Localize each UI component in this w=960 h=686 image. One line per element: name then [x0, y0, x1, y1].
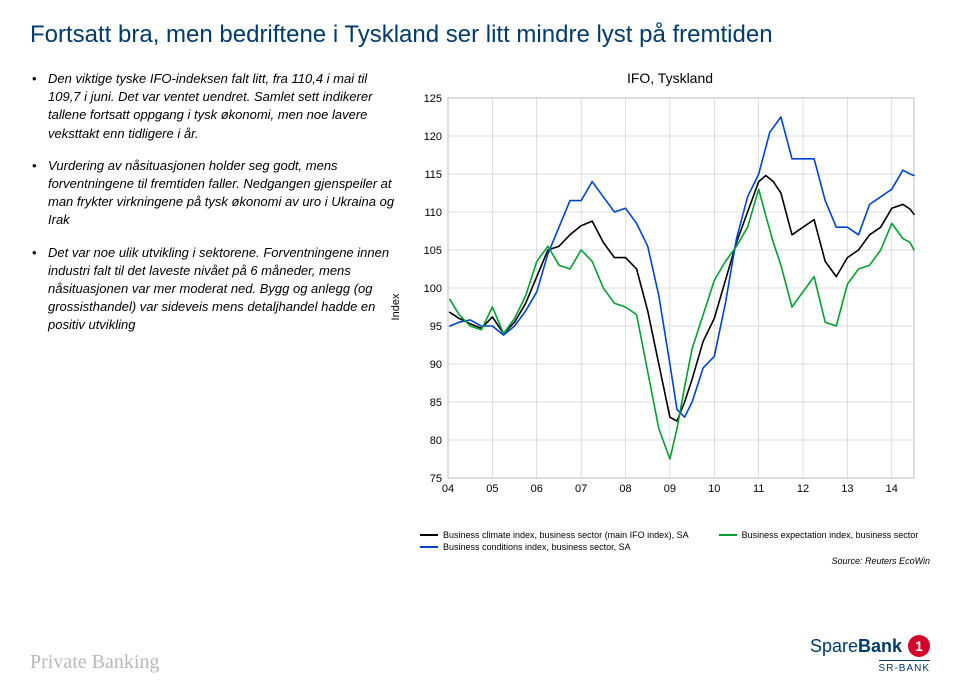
footer-brand-left: Private Banking — [30, 651, 159, 674]
bullet-list: Den viktige tyske IFO-indeksen falt litt… — [30, 70, 400, 334]
legend-swatch — [420, 534, 438, 536]
chart-wrap: Index 7580859095100105110115120125040506… — [410, 92, 930, 522]
svg-text:85: 85 — [430, 397, 442, 409]
bullet-item: Vurdering av nåsituasjonen holder seg go… — [30, 157, 400, 230]
legend-label: Business climate index, business sector … — [443, 530, 689, 540]
legend-swatch — [719, 534, 737, 536]
logo-subtext: SR-BANK — [879, 660, 930, 674]
legend-item: Business climate index, business sector … — [420, 530, 689, 540]
svg-text:80: 80 — [430, 435, 442, 447]
svg-text:09: 09 — [664, 483, 676, 495]
slide: Fortsatt bra, men bedriftene i Tyskland … — [0, 0, 960, 686]
line-chart: 75 80 85 90 95 100 105 110 115 120 125 04 05 06 07 08 09… — [410, 92, 920, 522]
footer: Private Banking SpareBank 1 SR-BANK — [0, 635, 960, 674]
legend-label: Business expectation index, business sec… — [742, 530, 919, 540]
page-title: Fortsatt bra, men bedriftene i Tyskland … — [30, 20, 930, 50]
legend-item: Business conditions index, business sect… — [420, 542, 689, 552]
bullet-item: Det var noe ulik utvikling i sektorene. … — [30, 244, 400, 335]
svg-text:06: 06 — [531, 483, 543, 495]
svg-text:90: 90 — [430, 359, 442, 371]
chart-legend: Business climate index, business sector … — [410, 530, 930, 552]
legend-item: Business expectation index, business sec… — [719, 530, 919, 540]
svg-text:120: 120 — [424, 131, 442, 143]
svg-text:13: 13 — [841, 483, 853, 495]
svg-text:04: 04 — [442, 483, 454, 495]
bullet-column: Den viktige tyske IFO-indeksen falt litt… — [30, 70, 400, 566]
svg-text:75: 75 — [430, 473, 442, 485]
svg-text:125: 125 — [424, 93, 442, 105]
bullet-item: Den viktige tyske IFO-indeksen falt litt… — [30, 70, 400, 143]
svg-text:14: 14 — [886, 483, 898, 495]
legend-swatch — [420, 546, 438, 548]
svg-text:08: 08 — [619, 483, 631, 495]
svg-text:07: 07 — [575, 483, 587, 495]
logo-text: SpareBank — [810, 636, 902, 657]
svg-text:100: 100 — [424, 283, 442, 295]
svg-text:05: 05 — [486, 483, 498, 495]
svg-text:12: 12 — [797, 483, 809, 495]
logo-badge-icon: 1 — [908, 635, 930, 657]
svg-text:10: 10 — [708, 483, 720, 495]
svg-text:105: 105 — [424, 245, 442, 257]
chart-source: Source: Reuters EcoWin — [410, 556, 930, 566]
chart-column: IFO, Tyskland Index 75808590951001051101… — [410, 70, 930, 566]
svg-text:11: 11 — [753, 483, 764, 495]
content-row: Den viktige tyske IFO-indeksen falt litt… — [30, 70, 930, 566]
svg-text:115: 115 — [424, 169, 442, 181]
footer-logo: SpareBank 1 SR-BANK — [810, 635, 930, 674]
svg-text:95: 95 — [430, 321, 442, 333]
svg-text:110: 110 — [424, 207, 442, 219]
y-axis-label: Index — [390, 294, 402, 321]
chart-title: IFO, Tyskland — [410, 70, 930, 86]
legend-label: Business conditions index, business sect… — [443, 542, 631, 552]
